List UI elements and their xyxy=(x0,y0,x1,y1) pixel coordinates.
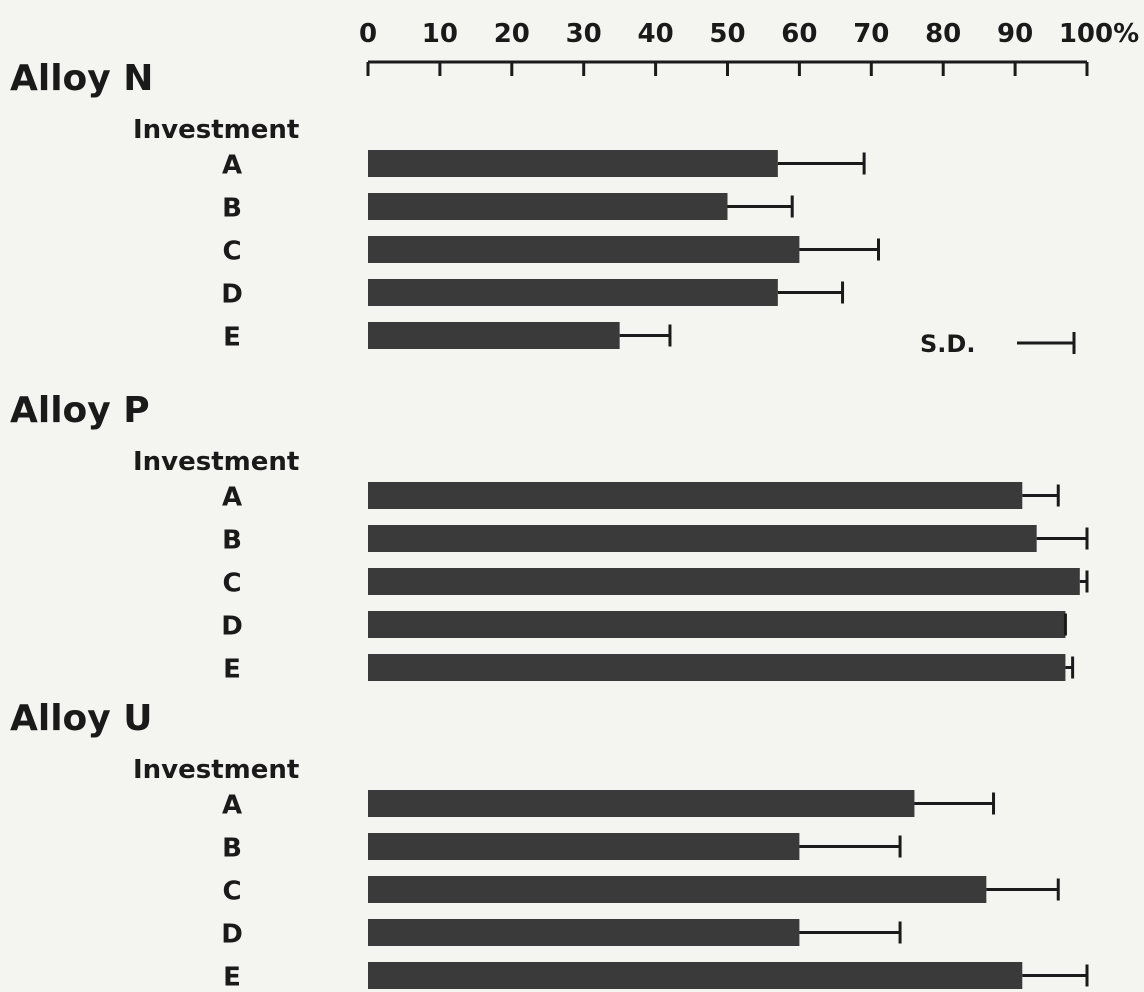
bar xyxy=(368,568,1080,595)
category-label: D xyxy=(221,280,243,310)
group-title: Alloy N xyxy=(10,58,153,99)
group-sublabel: Investment xyxy=(133,115,299,145)
x-tick-label: 90 xyxy=(997,19,1033,49)
category-label: A xyxy=(222,791,242,821)
group-sublabel: Investment xyxy=(133,447,299,477)
category-label: C xyxy=(222,569,241,599)
x-tick-label: 40 xyxy=(638,19,674,49)
group-title: Alloy U xyxy=(10,698,153,739)
x-tick-label: 100% xyxy=(1059,19,1139,49)
bar xyxy=(368,150,778,177)
category-label: B xyxy=(222,526,242,556)
x-tick-label: 70 xyxy=(853,19,889,49)
x-tick-label: 60 xyxy=(781,19,817,49)
category-label: E xyxy=(223,655,241,685)
bar xyxy=(368,279,778,306)
category-label: B xyxy=(222,834,242,864)
category-label: C xyxy=(222,877,241,907)
category-label: B xyxy=(222,194,242,224)
sd-legend: S.D. xyxy=(920,330,1076,358)
bar xyxy=(368,962,1023,989)
category-label: A xyxy=(222,151,242,181)
category-label: E xyxy=(223,963,241,992)
bar xyxy=(368,193,728,220)
bar xyxy=(368,611,1066,638)
bar xyxy=(368,919,800,946)
x-tick-label: 30 xyxy=(566,19,602,49)
category-label: D xyxy=(221,920,243,950)
category-label: C xyxy=(222,237,241,267)
x-axis: 0 10 20 30 40 50 60 70 80 90 100% xyxy=(359,19,1139,76)
x-tick-label: 20 xyxy=(494,19,530,49)
x-tick-label: 0 xyxy=(359,19,377,49)
bar xyxy=(368,790,915,817)
bar xyxy=(368,833,800,860)
x-tick-label: 10 xyxy=(422,19,458,49)
group-title: Alloy P xyxy=(10,390,150,431)
sd-legend-label: S.D. xyxy=(920,330,975,358)
bar xyxy=(368,482,1023,509)
bar xyxy=(368,322,620,349)
bar xyxy=(368,876,987,903)
category-label: A xyxy=(222,483,242,513)
x-tick-label: 80 xyxy=(925,19,961,49)
bar xyxy=(368,236,800,263)
category-label: E xyxy=(223,323,241,353)
bar xyxy=(368,654,1066,681)
group-sublabel: Investment xyxy=(133,755,299,785)
x-tick-label: 50 xyxy=(709,19,745,49)
bar xyxy=(368,525,1037,552)
category-label: D xyxy=(221,612,243,642)
